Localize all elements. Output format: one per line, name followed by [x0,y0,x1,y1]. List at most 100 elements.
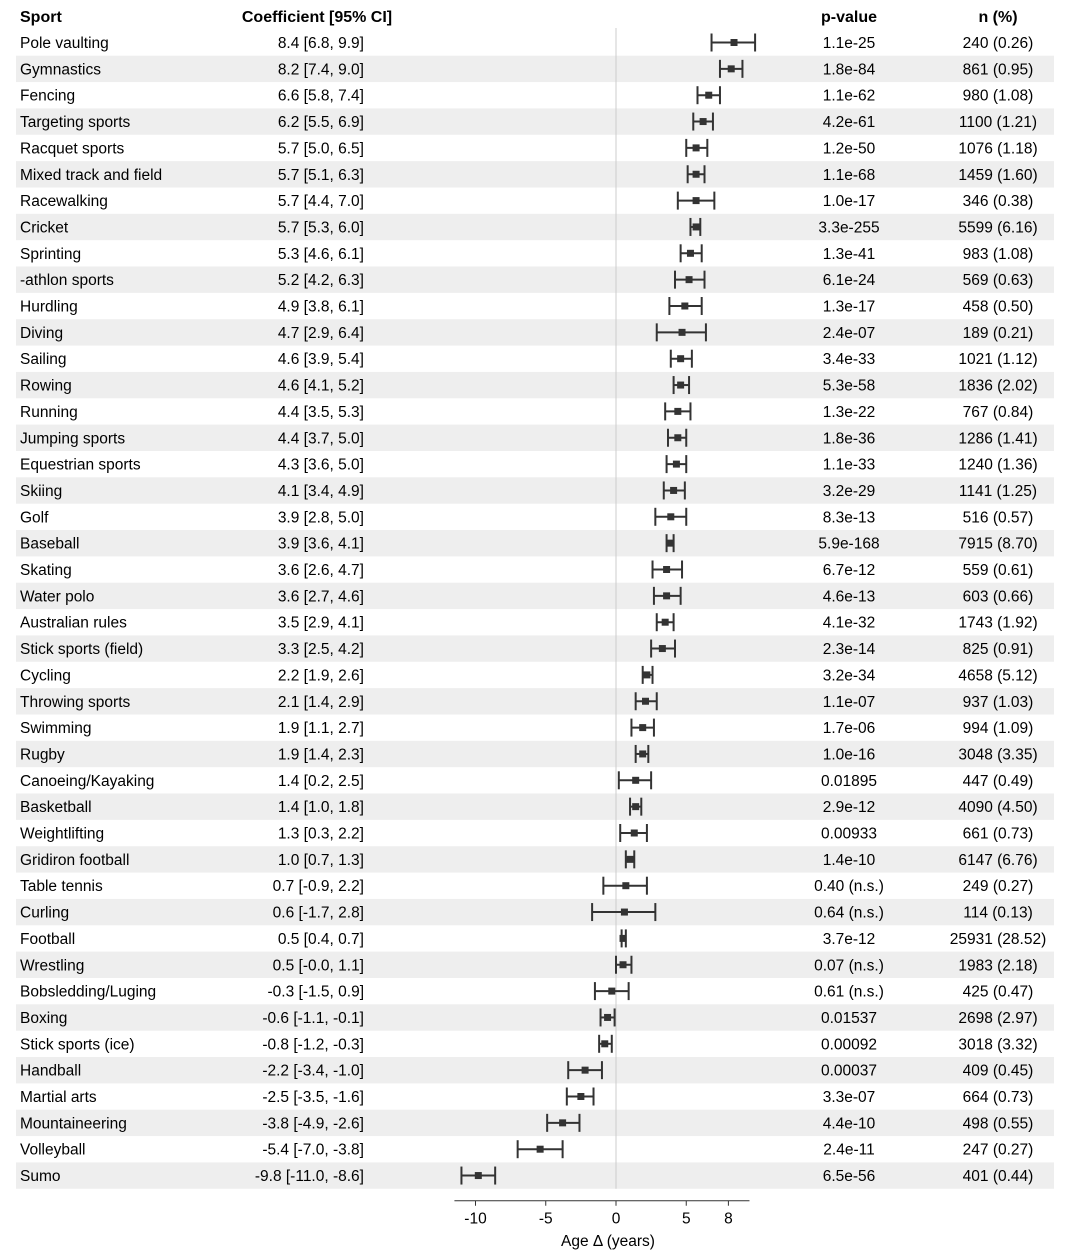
sport-label: Targeting sports [20,114,131,131]
coefficient-value: -9.8 [-11.0, -8.6] [255,1168,364,1185]
sport-label: Sumo [20,1168,61,1185]
table-row: Rugby 1.9 [1.4, 2.3] 1.0e-16 3048 (3.35) [20,744,1038,763]
n-percent-value: 25931 (28.52) [950,931,1047,948]
sport-label: Cycling [20,667,71,684]
row-stripes [16,55,1054,1189]
table-row: Boxing -0.6 [-1.1, -0.1] 0.01537 2698 (2.97… [20,1008,1038,1027]
point-estimate [692,144,700,152]
table-row: Wrestling 0.5 [-0.0, 1.1] 0.07 (n.s.) 1983 … [20,955,1038,974]
n-percent-value: 409 (0.45) [963,1063,1034,1080]
coefficient-value: 4.9 [3.8, 6.1] [278,299,364,316]
point-estimate [677,381,685,389]
coefficient-value: -0.3 [-1.5, 0.9] [268,984,365,1001]
sport-label: Swimming [20,720,91,737]
coefficient-value: 6.6 [5.8, 7.4] [278,88,364,105]
coefficient-value: -0.8 [-1.2, -0.3] [262,1036,364,1053]
point-estimate [622,882,630,890]
table-row: -athlon sports 5.2 [4.2, 6.3] 6.1e-24 569 (… [20,270,1033,289]
coefficient-value: 4.6 [3.9, 5.4] [278,351,364,368]
table-row: Canoeing/Kayaking 1.4 [0.2, 2.5] 0.01895 44… [20,771,1033,790]
table-row: Diving 4.7 [2.9, 6.4] 2.4e-07 189 (0.21) [20,323,1033,342]
coefficient-value: 0.6 [-1.7, 2.8] [273,905,364,922]
table-row: Sumo -9.8 [-11.0, -8.6] 6.5e-56 401 (0.44) [20,1166,1034,1185]
coefficient-value: 8.2 [7.4, 9.0] [278,61,364,78]
p-value: 3.3e-255 [818,219,879,236]
table-row: Skating 3.6 [2.6, 4.7] 6.7e-12 559 (0.61) [20,560,1034,579]
table-row: Table tennis 0.7 [-0.9, 2.2] 0.40 (n.s.) 24… [20,876,1033,895]
n-percent-value: 2698 (2.97) [958,1010,1037,1027]
coefficient-value: 1.9 [1.4, 2.3] [278,746,364,763]
point-estimate [705,91,713,99]
sport-label: Pole vaulting [20,35,109,52]
point-estimate [685,276,693,284]
table-row: Cricket 5.7 [5.3, 6.0] 3.3e-255 5599 (6.16) [20,217,1038,236]
table-row: Weightlifting 1.3 [0.3, 2.2] 0.00933 661 (0… [20,824,1033,843]
coefficient-value: 2.2 [1.9, 2.6] [278,667,364,684]
p-value: 0.01895 [821,773,877,790]
row-stripe [16,477,1054,504]
point-estimate [661,618,669,626]
sport-label: Rugby [20,746,65,763]
point-estimate [674,407,682,415]
point-estimate [670,486,678,494]
p-value: 5.3e-58 [823,378,876,395]
n-percent-value: 247 (0.27) [963,1142,1034,1159]
coefficient-value: 3.6 [2.7, 4.6] [278,588,364,605]
n-percent-value: 1021 (1.12) [958,351,1037,368]
coefficient-value: 0.5 [0.4, 0.7] [278,931,364,948]
sport-label: Hurdling [20,299,78,316]
table-row: Cycling 2.2 [1.9, 2.6] 3.2e-34 4658 (5.12) [20,665,1038,684]
n-percent-value: 240 (0.26) [963,35,1034,52]
sport-label: Equestrian sports [20,457,141,474]
n-percent-value: 189 (0.21) [963,325,1034,342]
p-value: 2.4e-11 [823,1142,874,1159]
sport-label: Basketball [20,799,92,816]
n-percent-value: 4090 (4.50) [958,799,1037,816]
sport-label: Stick sports (field) [20,641,143,658]
table-row: Hurdling 4.9 [3.8, 6.1] 1.3e-17 458 (0.50) [20,297,1033,316]
coefficient-value: -3.8 [-4.9, -2.6] [262,1115,364,1132]
n-percent-value: 401 (0.44) [963,1168,1034,1185]
n-percent-value: 983 (1.08) [963,246,1034,263]
row-stripe [16,371,1054,399]
header-p-value: p-value [821,9,877,26]
p-value: 0.61 (n.s.) [814,984,884,1001]
row-stripe [16,161,1054,188]
coefficient-value: 2.1 [1.4, 2.9] [278,694,364,711]
coefficient-value: 5.7 [5.1, 6.3] [278,167,364,184]
n-percent-value: 559 (0.61) [963,562,1034,579]
point-estimate [474,1172,482,1180]
table-row: Baseball 3.9 [3.6, 4.1] 5.9e-168 7915 (8.70… [20,534,1038,553]
sport-label: Canoeing/Kayaking [20,773,154,790]
row-stripe [16,530,1054,557]
point-estimate [642,697,650,705]
sport-label: Bobsledding/Luging [20,984,156,1001]
point-estimate [667,539,675,547]
n-percent-value: 767 (0.84) [963,404,1034,421]
sport-label: Wrestling [20,957,84,974]
p-value: 6.5e-56 [823,1168,876,1185]
p-value: 4.1e-32 [823,615,876,632]
point-estimate [699,118,707,126]
sport-label: -athlon sports [20,272,114,289]
row-stripe [16,898,1054,926]
p-value: 0.07 (n.s.) [814,957,884,974]
n-percent-value: 861 (0.95) [963,61,1034,78]
x-tick-label: -5 [539,1211,553,1228]
coefficient-value: -2.2 [-3.4, -1.0] [262,1063,364,1080]
table-row: Curling 0.6 [-1.7, 2.8] 0.64 (n.s.) 114 (0.… [20,903,1033,922]
sport-label: Rowing [20,378,72,395]
row-stripe [16,319,1054,346]
table-row: Gridiron football 1.0 [0.7, 1.3] 1.4e-10 61… [20,850,1038,869]
table-row: Sprinting 5.3 [4.6, 6.1] 1.3e-41 983 (1.08) [20,244,1034,263]
point-estimate [730,39,738,46]
n-percent-value: 1240 (1.36) [958,457,1037,474]
x-tick-label: 0 [612,1211,621,1228]
n-percent-value: 3048 (3.35) [958,746,1037,763]
sport-label: Weightlifting [20,826,104,843]
sport-label: Australian rules [20,615,127,632]
coefficient-value: -2.5 [-3.5, -1.6] [262,1089,364,1106]
coefficient-value: 1.3 [0.3, 2.2] [278,826,364,843]
n-percent-value: 1459 (1.60) [958,167,1037,184]
p-value: 1.3e-17 [823,299,876,316]
